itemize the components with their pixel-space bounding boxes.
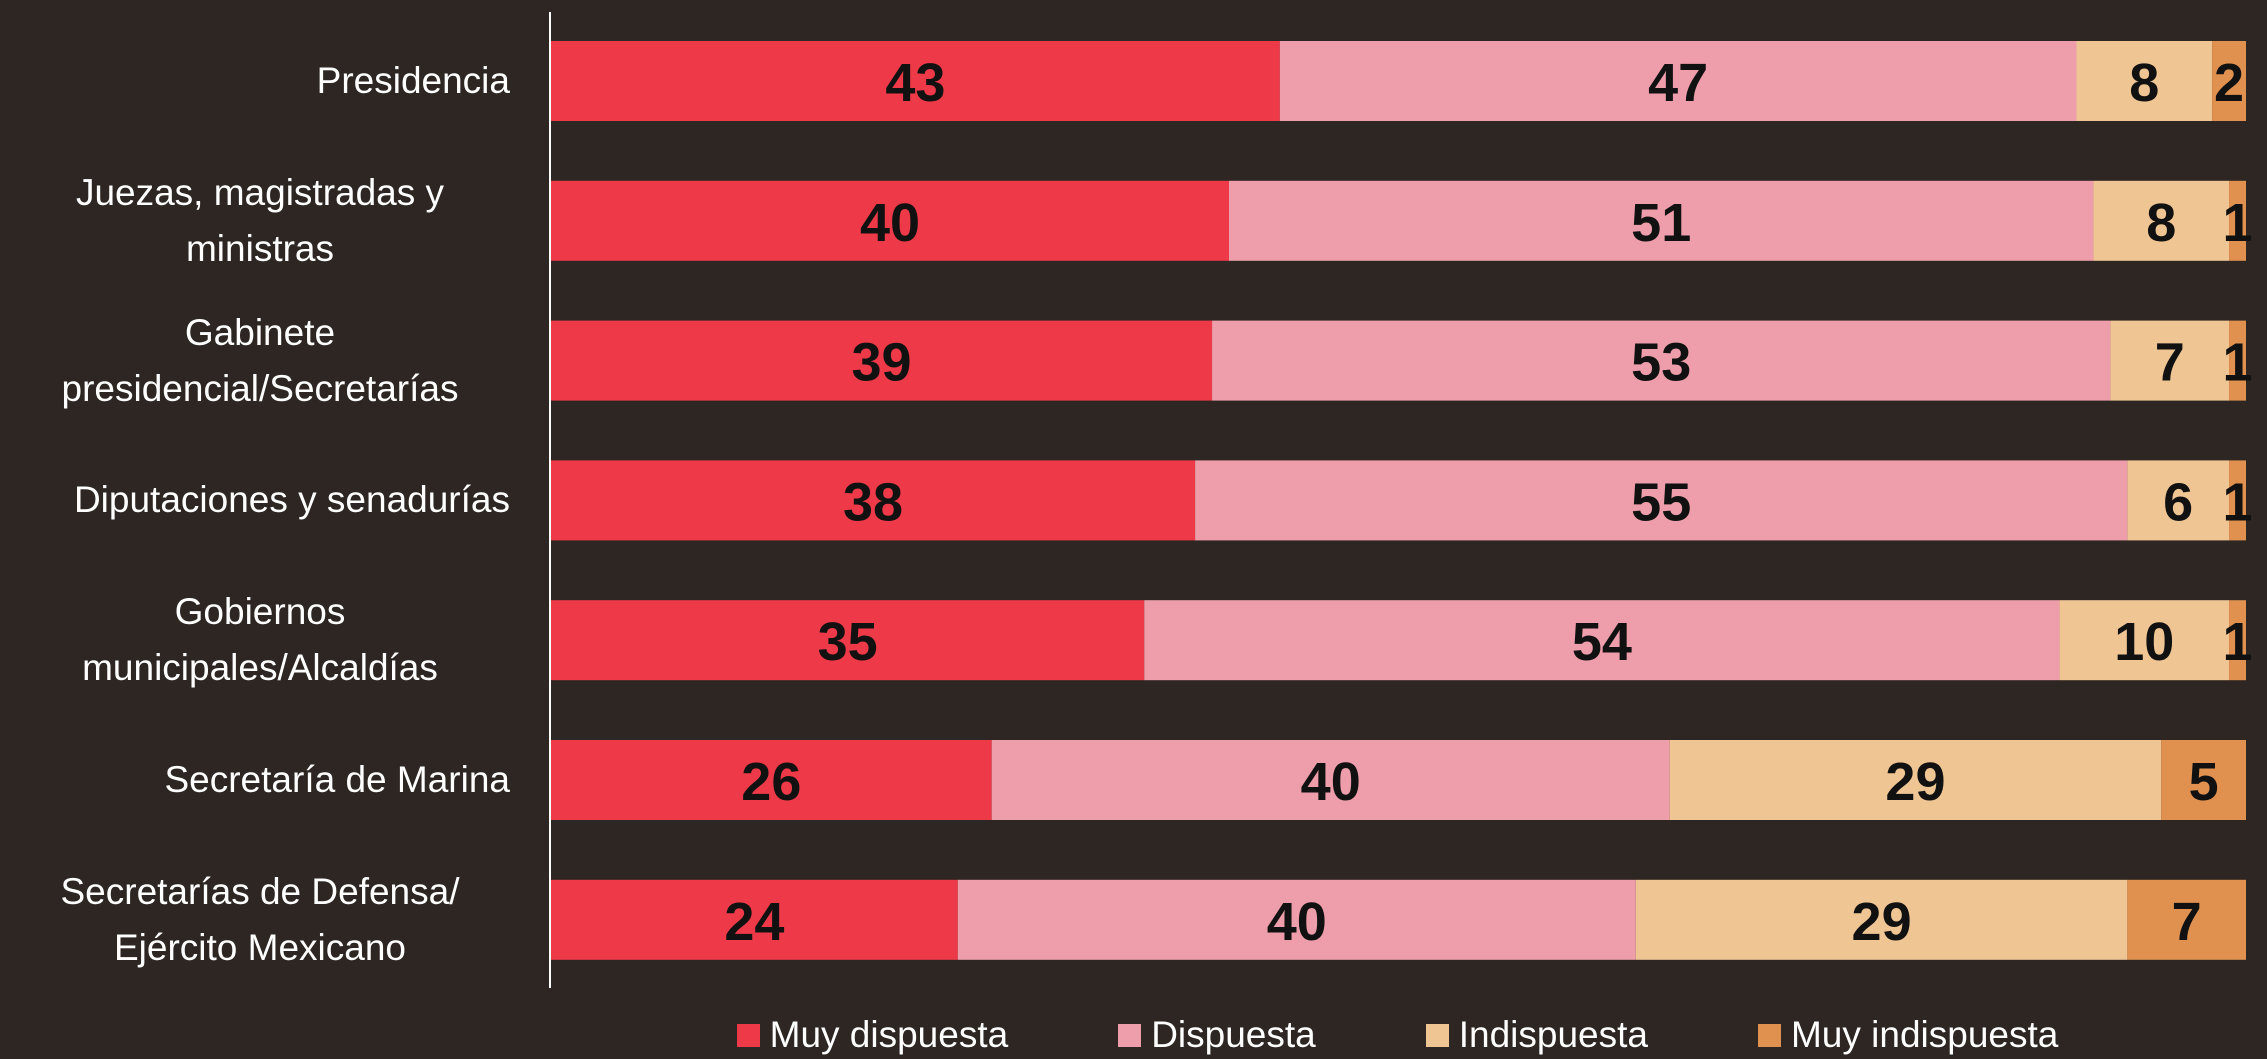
bar-segment: [2212, 41, 2246, 121]
bar-segment: [957, 879, 1636, 960]
bar-segment: [2076, 41, 2213, 121]
bar-segment: [1229, 180, 2094, 261]
value-label: 24: [724, 892, 784, 952]
bar-segment: [1212, 320, 2111, 401]
category-text: Gobiernos municipales/Alcaldías: [82, 591, 438, 689]
category-text: Secretaría de Marina: [164, 759, 510, 800]
bar-segment: [2110, 320, 2230, 401]
value-label: 1: [2223, 333, 2253, 393]
value-label: 8: [2146, 193, 2176, 253]
value-label: 35: [818, 612, 878, 672]
bar-segment: [1635, 879, 2128, 960]
legend-swatch: [1118, 1023, 1142, 1047]
bar-segment: [2229, 180, 2246, 261]
bar-segment: [1195, 460, 2128, 541]
category-label: Presidencia: [10, 53, 510, 109]
bar-segment: [551, 180, 1229, 261]
legend-item: Dispuesta: [1118, 1014, 1316, 1056]
value-label: 51: [1631, 193, 1691, 253]
value-label: 53: [1631, 333, 1691, 393]
legend-item: Indispuesta: [1425, 1014, 1648, 1056]
value-label: 7: [2155, 333, 2185, 393]
bar-segment: [551, 600, 1145, 681]
value-label: 1: [2223, 193, 2253, 253]
bar-segment: [1279, 41, 2077, 121]
legend-swatch: [1425, 1023, 1449, 1047]
legend-swatch: [1757, 1023, 1781, 1047]
value-label: 29: [1852, 892, 1912, 952]
bar-segment: [2127, 879, 2246, 960]
value-label: 38: [843, 472, 903, 532]
bar-segment: [2229, 600, 2246, 681]
value-label: 6: [2163, 472, 2193, 532]
value-label: 43: [885, 53, 945, 113]
legend-label: Indispuesta: [1458, 1014, 1648, 1055]
bar-segment: [2093, 180, 2230, 261]
legend: Muy dispuesta Dispuesta Indispuesta Muy ind…: [549, 1014, 2246, 1056]
value-label: 40: [1301, 752, 1361, 812]
bar-segment: [551, 41, 1280, 121]
bar-segment: [2229, 460, 2246, 541]
category-label: Gabinete presidencial/Secretarías: [10, 305, 510, 417]
bar-segment: [551, 320, 1213, 401]
category-label: Secretaría de Marina: [10, 752, 510, 808]
value-label: 54: [1572, 612, 1632, 672]
category-label: Juezas, magistradas y ministras: [10, 165, 510, 277]
category-text: Juezas, magistradas y ministras: [75, 171, 445, 269]
value-label: 26: [741, 752, 801, 812]
value-label: 40: [860, 193, 920, 253]
category-label: Diputaciones y senadurías: [10, 472, 510, 528]
category-text: Diputaciones y senadurías: [73, 479, 510, 521]
bar-segment: [2161, 740, 2246, 820]
value-label: 47: [1648, 53, 1708, 113]
value-label: 40: [1267, 892, 1327, 952]
value-label: 1: [2223, 472, 2253, 532]
value-label: 10: [2114, 612, 2174, 672]
category-text: Presidencia: [316, 60, 510, 101]
bar-segment: [551, 740, 992, 820]
category-label: Gobiernos municipales/Alcaldías: [10, 584, 510, 696]
legend-label: Muy dispuesta: [769, 1014, 1009, 1055]
value-label: 55: [1631, 472, 1691, 532]
value-label: 5: [2189, 752, 2219, 812]
value-label: 2: [2214, 53, 2244, 113]
bar-segment: [551, 879, 958, 960]
value-label: 39: [851, 333, 911, 393]
category-text: Secretarías de Defensa/ Ejército Mexican…: [60, 870, 460, 968]
bar-segment: [2059, 600, 2230, 681]
category-text: Gabinete presidencial/Secretarías: [61, 311, 459, 409]
legend-label: Dispuesta: [1151, 1014, 1316, 1055]
bar-segment: [551, 460, 1196, 541]
value-label: 7: [2172, 892, 2202, 952]
value-label: 1: [2223, 612, 2253, 672]
legend-item: Muy indispuesta: [1757, 1014, 2059, 1056]
legend-label: Muy indispuesta: [1790, 1014, 2059, 1055]
value-label: 8: [2129, 53, 2159, 113]
bar-segment: [2229, 320, 2246, 401]
bar-segment: [1669, 740, 2162, 820]
category-label: Secretarías de Defensa/ Ejército Mexican…: [10, 864, 510, 976]
legend-swatch: [736, 1023, 760, 1047]
bar-segment: [2127, 460, 2230, 541]
bar-segment: [991, 740, 1670, 820]
bar-segment: [1144, 600, 2060, 681]
legend-item: Muy dispuesta: [736, 1014, 1009, 1056]
value-label: 29: [1885, 752, 1945, 812]
